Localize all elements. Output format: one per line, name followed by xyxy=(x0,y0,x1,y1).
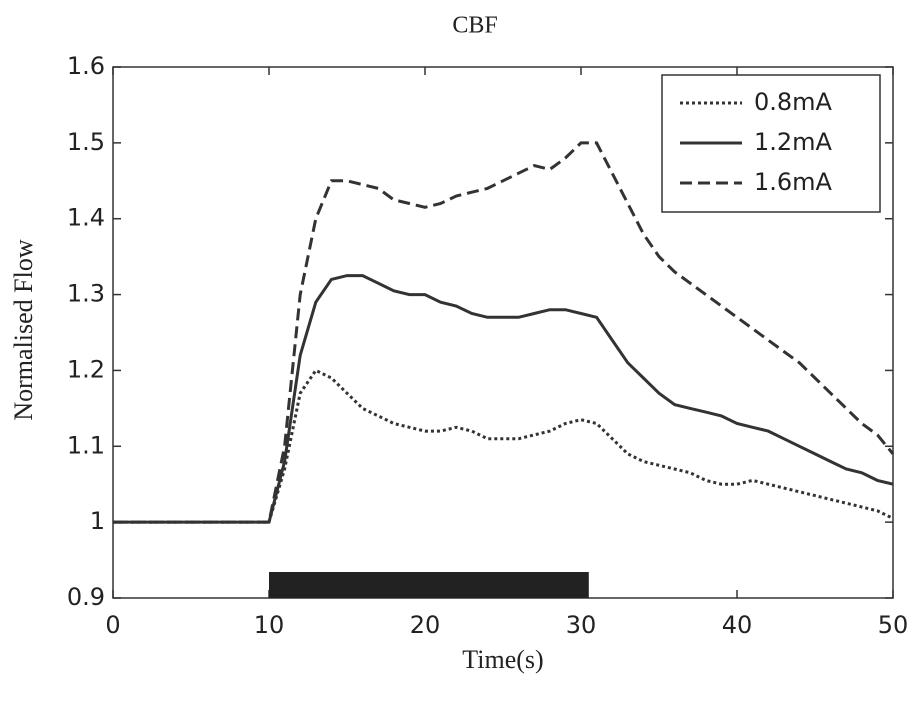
y-tick-label: 1.3 xyxy=(67,280,105,308)
y-tick-label: 1 xyxy=(90,507,105,535)
x-tick-label: 0 xyxy=(105,611,120,639)
y-tick-label: 1.1 xyxy=(67,431,105,459)
series-line xyxy=(113,141,895,524)
x-tick-label: 50 xyxy=(878,611,909,639)
x-tick-label: 30 xyxy=(566,611,597,639)
y-tick-label: 1.4 xyxy=(67,204,105,232)
x-tick-label: 20 xyxy=(410,611,441,639)
legend-label: 1.2mA xyxy=(754,128,833,156)
y-tick-label: 0.9 xyxy=(67,583,105,611)
legend-label: 0.8mA xyxy=(754,88,833,116)
legend-label: 1.6mA xyxy=(754,168,833,196)
x-tick-label: 10 xyxy=(254,611,285,639)
y-tick-label: 1.6 xyxy=(67,52,105,80)
series-line xyxy=(113,368,894,524)
series-line xyxy=(113,274,894,524)
y-tick-label: 1.2 xyxy=(67,355,105,383)
y-tick-label: 1.5 xyxy=(67,128,105,156)
stimulus-bar xyxy=(269,572,589,598)
x-tick-label: 40 xyxy=(722,611,753,639)
chart-title: CBF xyxy=(452,13,497,39)
x-axis-label: Time(s) xyxy=(462,645,543,674)
y-axis-label: Normalised Flow xyxy=(9,239,38,420)
